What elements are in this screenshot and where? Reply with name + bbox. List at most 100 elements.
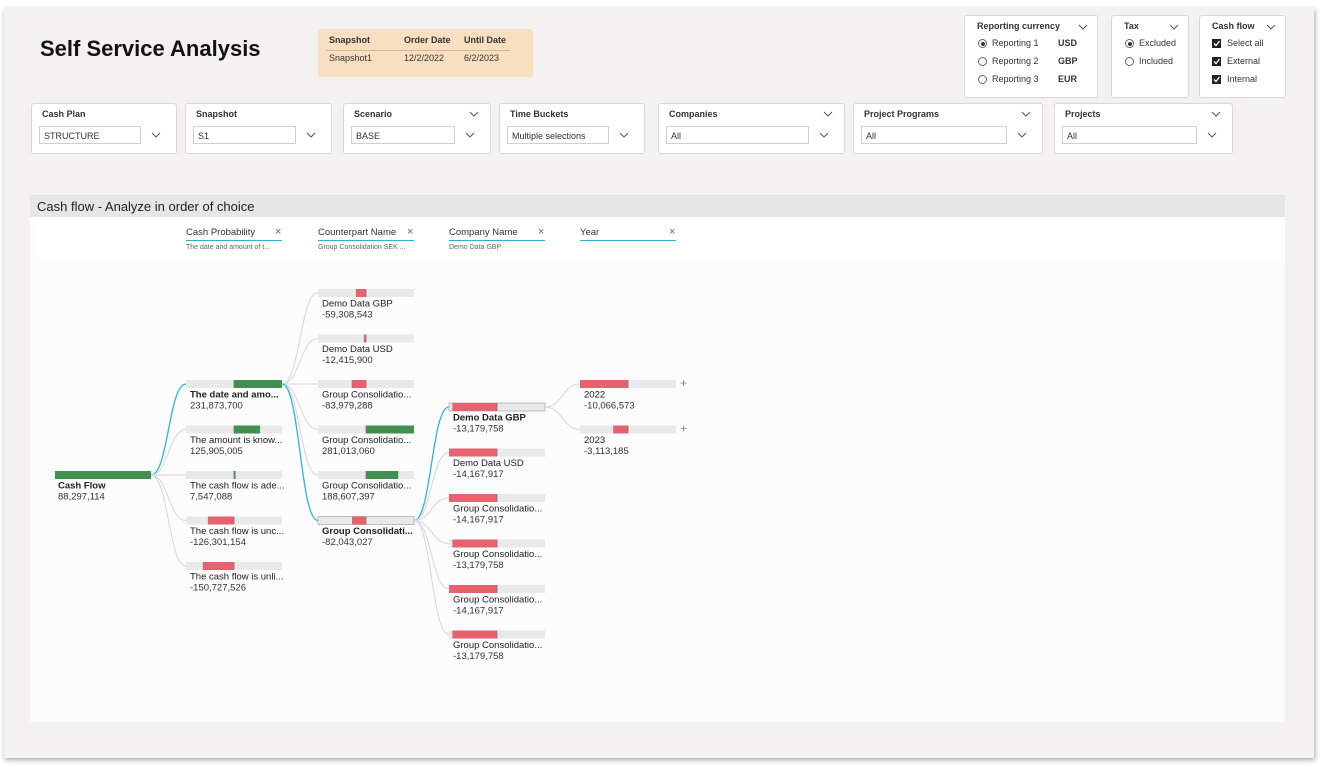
node-label[interactable]: Group Consolidatio...: [453, 595, 542, 606]
chevron: [819, 132, 829, 138]
node-bar[interactable]: [366, 425, 414, 434]
node-label[interactable]: Demo Data GBP: [322, 299, 393, 310]
check-icon: [1213, 58, 1220, 65]
expand-button[interactable]: +: [680, 376, 687, 390]
currency-card: [964, 15, 1098, 98]
option-label[interactable]: Reporting 1: [992, 38, 1039, 48]
slicer-dropdown[interactable]: [507, 126, 609, 144]
slicer-dropdown[interactable]: [861, 126, 1007, 144]
check-icon: [1213, 76, 1220, 83]
radio[interactable]: [1125, 39, 1134, 48]
chevron: [306, 132, 316, 138]
column-underline: [318, 240, 414, 241]
expand-button[interactable]: +: [680, 422, 687, 436]
node-value: 88,297,114: [58, 492, 105, 503]
connector: [281, 292, 319, 385]
currency-code: USD: [1058, 38, 1078, 48]
node-value: -13,179,758: [453, 424, 504, 435]
node-bar[interactable]: [613, 425, 628, 434]
node-bar[interactable]: [207, 516, 234, 525]
node-bar[interactable]: [449, 494, 497, 502]
checkbox[interactable]: [1212, 39, 1221, 48]
column-field[interactable]: Company Name: [449, 227, 518, 238]
slicer-value: Multiple selections: [512, 131, 586, 141]
connector: [413, 452, 450, 521]
node-label[interactable]: Group Consolidatio...: [453, 504, 542, 515]
node-label[interactable]: The cash flow is ade...: [190, 481, 285, 492]
node-bar[interactable]: [452, 630, 497, 639]
node-bar[interactable]: [449, 448, 497, 457]
option-label[interactable]: Reporting 2: [992, 56, 1039, 66]
node-label[interactable]: Group Consolidatio...: [453, 549, 542, 560]
node-label[interactable]: Demo Data GBP: [453, 413, 527, 424]
node-label[interactable]: Group Consolidati...: [322, 526, 413, 537]
connector: [281, 383, 319, 476]
radio[interactable]: [1125, 57, 1134, 66]
option-label[interactable]: Select all: [1227, 38, 1264, 48]
node-label[interactable]: The cash flow is unli...: [190, 572, 283, 583]
remove-column[interactable]: ×: [538, 226, 545, 238]
slicer-value: S1: [198, 131, 210, 141]
column-bar: [36, 219, 1281, 258]
node-bar[interactable]: [452, 539, 497, 548]
node-bar[interactable]: [452, 403, 497, 411]
node-bar[interactable]: [234, 471, 236, 479]
option-label[interactable]: External: [1227, 56, 1261, 66]
slicer-title: Project Programs: [864, 109, 940, 119]
option-label[interactable]: Excluded: [1139, 38, 1177, 48]
option-label[interactable]: Reporting 3: [992, 74, 1039, 84]
table-header: Order Date: [404, 35, 451, 45]
node-value: -13,179,758: [453, 651, 504, 662]
remove-column[interactable]: ×: [669, 226, 676, 238]
node-bar[interactable]: [234, 425, 261, 434]
remove-column[interactable]: ×: [407, 226, 414, 238]
node-bar[interactable]: [234, 380, 282, 388]
slicer-dropdown[interactable]: [1062, 126, 1197, 144]
node-bar[interactable]: [449, 585, 497, 593]
node-value: -12,415,900: [322, 355, 373, 366]
node-label[interactable]: The amount is know...: [190, 435, 282, 446]
node-bar[interactable]: [366, 471, 399, 479]
slicer-value: All: [1067, 131, 1078, 141]
node-bar[interactable]: [355, 289, 366, 297]
node-bar[interactable]: [55, 471, 151, 479]
node-bar[interactable]: [363, 334, 366, 343]
node-value: -3,113,185: [584, 446, 629, 457]
node-label[interactable]: 2022: [584, 390, 605, 401]
node-label[interactable]: Group Consolidatio...: [322, 390, 411, 401]
node-label[interactable]: Demo Data USD: [453, 458, 524, 469]
node-label[interactable]: Group Consolidatio...: [322, 435, 411, 446]
node-label[interactable]: Group Consolidatio...: [453, 640, 542, 651]
node-label[interactable]: Group Consolidatio...: [322, 481, 411, 492]
option-label[interactable]: Included: [1139, 56, 1174, 66]
radio[interactable]: [978, 75, 987, 84]
node-label[interactable]: The cash flow is unc...: [190, 526, 284, 537]
node-value: -10,066,573: [584, 401, 635, 412]
option-label[interactable]: Internal: [1227, 74, 1258, 84]
column-field[interactable]: Year: [580, 227, 600, 238]
remove-column[interactable]: ×: [275, 226, 282, 238]
checkbox[interactable]: [1212, 75, 1221, 84]
node-label[interactable]: Cash Flow: [58, 481, 106, 492]
node-bar[interactable]: [351, 516, 366, 525]
node-label[interactable]: The date and amo...: [190, 390, 279, 401]
chevron-line: [1169, 24, 1179, 30]
node-label[interactable]: 2023: [584, 435, 605, 446]
column-field[interactable]: Cash Probability: [186, 227, 256, 238]
checkbox[interactable]: [1212, 57, 1221, 66]
column-field[interactable]: Counterpart Name: [318, 227, 397, 238]
node-bar[interactable]: [580, 380, 628, 388]
node-bar[interactable]: [202, 562, 234, 570]
node-bar[interactable]: [351, 380, 366, 388]
node-label[interactable]: Demo Data USD: [322, 344, 393, 355]
slicer-dropdown[interactable]: [39, 126, 141, 144]
slicer-card: [853, 103, 1043, 154]
slicer-dropdown[interactable]: [193, 126, 296, 144]
chevron: [151, 132, 161, 138]
slicer-title: Cash Plan: [42, 109, 86, 119]
radio[interactable]: [978, 57, 987, 66]
chevron-line: [151, 132, 161, 138]
radio[interactable]: [978, 39, 987, 48]
slicer-dropdown[interactable]: [351, 126, 455, 144]
slicer-dropdown[interactable]: [666, 126, 809, 144]
